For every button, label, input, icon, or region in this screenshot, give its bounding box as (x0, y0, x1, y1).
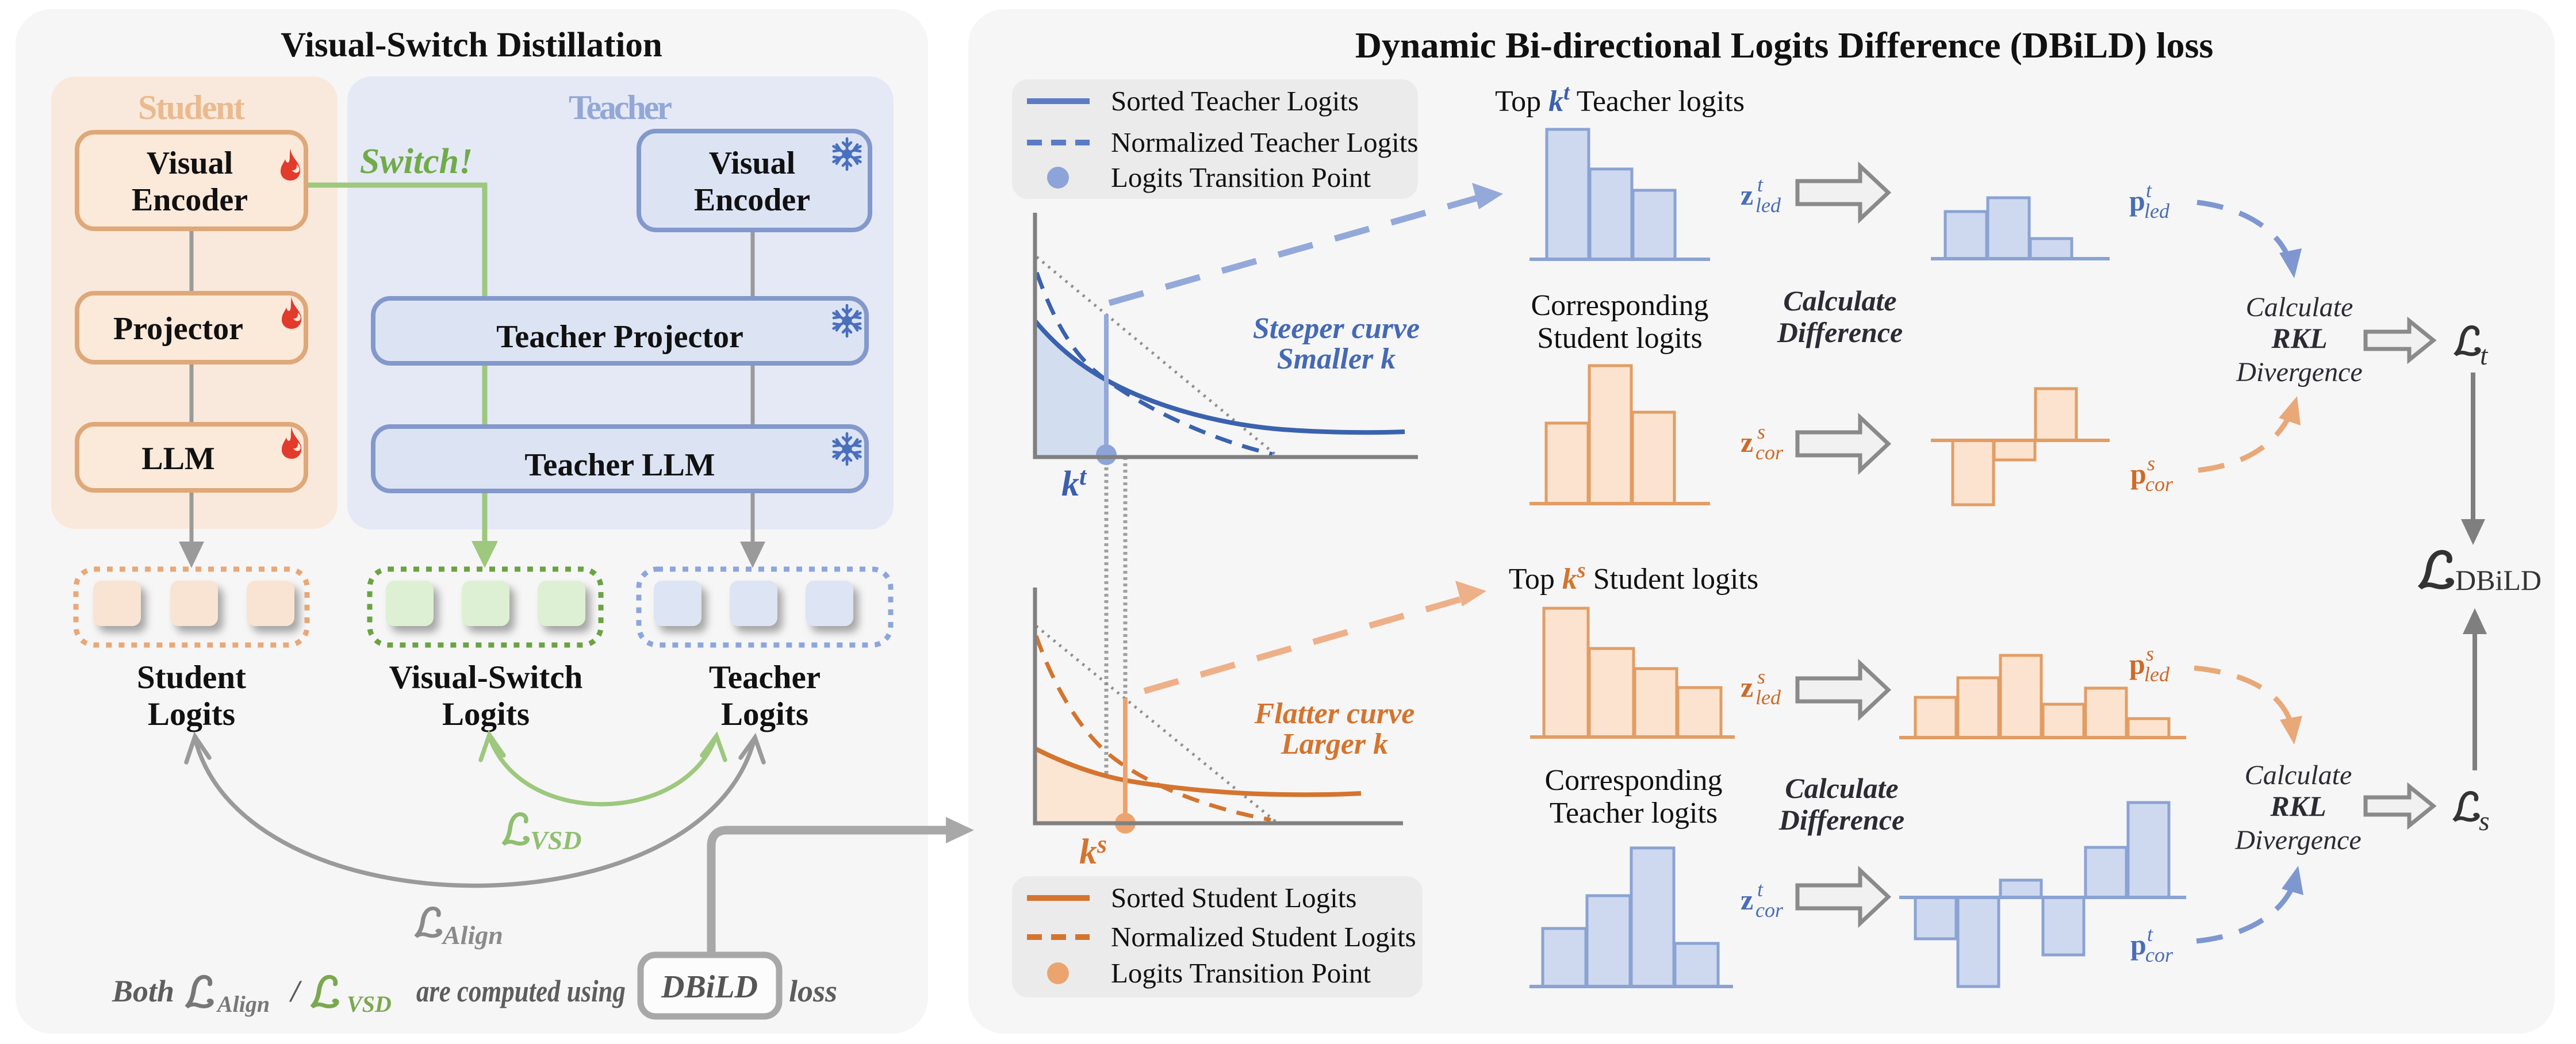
svg-text:Calculate: Calculate (2246, 292, 2353, 323)
svg-text:Sorted Teacher Logits: Sorted Teacher Logits (1111, 85, 1359, 117)
svg-text:VSD: VSD (347, 991, 392, 1017)
svg-text:RKL: RKL (2270, 790, 2326, 822)
svg-text:Switch!: Switch! (360, 142, 473, 181)
svg-text:Visual-Switch Distillation: Visual-Switch Distillation (281, 26, 662, 64)
svg-text:Student: Student (137, 659, 246, 696)
svg-text:Teacher Projector: Teacher Projector (496, 319, 743, 355)
svg-text:cor: cor (1755, 899, 1784, 922)
svg-text:Corresponding: Corresponding (1544, 764, 1722, 797)
svg-text:loss: loss (789, 974, 837, 1008)
svg-text:Calculate: Calculate (2245, 760, 2352, 790)
svg-text:Calculate: Calculate (1785, 772, 1898, 804)
svg-text:LLM: LLM (141, 441, 215, 477)
svg-text:cor: cor (2145, 943, 2174, 966)
svg-text:DBiLD: DBiLD (2455, 564, 2542, 596)
svg-text:Normalized Teacher Logits: Normalized Teacher Logits (1111, 126, 1418, 158)
svg-text:p: p (2130, 458, 2146, 490)
svg-text:z: z (1741, 179, 1753, 211)
svg-text:cor: cor (1755, 441, 1784, 464)
svg-text:Projector: Projector (113, 311, 243, 347)
svg-text:Visual: Visual (147, 145, 233, 181)
svg-text:t: t (2480, 340, 2489, 371)
svg-text:cor: cor (2145, 473, 2174, 496)
svg-text:led: led (1755, 686, 1781, 709)
svg-text:Teacher: Teacher (709, 659, 821, 696)
svg-text:Encoder: Encoder (694, 182, 810, 218)
svg-text:Visual: Visual (709, 145, 795, 181)
svg-text:Align: Align (441, 920, 503, 950)
svg-text:s: s (2479, 806, 2490, 836)
svg-text:Logits: Logits (721, 696, 808, 732)
svg-text:s: s (2146, 642, 2154, 665)
svg-text:Both: Both (112, 974, 174, 1008)
svg-text:p: p (2129, 648, 2145, 680)
svg-text:z: z (1741, 671, 1753, 703)
svg-text:Logits: Logits (442, 696, 530, 732)
svg-text:Teacher logits: Teacher logits (1550, 797, 1718, 830)
svg-text:led: led (2144, 663, 2170, 686)
svg-text:Divergence: Divergence (2234, 825, 2361, 855)
svg-text:p: p (2130, 928, 2146, 961)
svg-text:t: t (2147, 923, 2153, 946)
svg-text:Smaller k: Smaller k (1277, 343, 1396, 375)
svg-text:Teacher: Teacher (569, 89, 672, 126)
svg-text:Logits: Logits (148, 696, 235, 732)
svg-text:Student logits: Student logits (1537, 322, 1702, 355)
svg-text:Teacher LLM: Teacher LLM (524, 447, 715, 483)
svg-text:s: s (2147, 452, 2155, 475)
svg-text:VSD: VSD (530, 826, 581, 855)
svg-text:Sorted Student Logits: Sorted Student Logits (1111, 882, 1356, 914)
svg-text:Logits Transition Point: Logits Transition Point (1111, 162, 1371, 193)
svg-text:Flatter curve: Flatter curve (1254, 697, 1415, 730)
svg-text:Larger k: Larger k (1281, 728, 1388, 761)
svg-text:are computed using: are computed using (416, 974, 626, 1008)
svg-text:Normalized Student Logits: Normalized Student Logits (1111, 921, 1416, 953)
svg-text:t: t (2146, 179, 2152, 202)
svg-text:z: z (1741, 884, 1753, 916)
svg-text:Encoder: Encoder (132, 182, 248, 218)
svg-text:Dynamic Bi-directional Logits: Dynamic Bi-directional Logits Difference… (1355, 25, 2214, 66)
svg-text:Steeper curve: Steeper curve (1253, 312, 1420, 345)
svg-text:Difference: Difference (1778, 804, 1904, 836)
svg-text:Calculate: Calculate (1783, 285, 1896, 317)
svg-text:Divergence: Divergence (2236, 357, 2362, 387)
svg-text:p: p (2129, 185, 2145, 217)
svg-text:Student: Student (138, 89, 245, 126)
svg-text:Visual-Switch: Visual-Switch (389, 659, 583, 696)
svg-text:Align: Align (216, 991, 270, 1017)
svg-text:Logits Transition Point: Logits Transition Point (1111, 957, 1371, 989)
svg-text:z: z (1741, 426, 1753, 458)
svg-text:led: led (1755, 194, 1781, 217)
svg-text:s: s (1757, 420, 1765, 443)
svg-text:DBiLD: DBiLD (661, 969, 758, 1005)
svg-text:s: s (1757, 665, 1765, 688)
svg-text:t: t (1757, 878, 1764, 901)
svg-text:RKL: RKL (2271, 322, 2327, 354)
svg-text:Corresponding: Corresponding (1531, 289, 1708, 322)
svg-text:Difference: Difference (1777, 316, 1903, 348)
svg-text:led: led (2144, 199, 2170, 222)
svg-text:t: t (1757, 173, 1764, 196)
svg-text:Top ks Student logits: Top ks Student logits (1509, 558, 1758, 596)
svg-text:Top kt Teacher logits: Top kt Teacher logits (1495, 80, 1745, 118)
